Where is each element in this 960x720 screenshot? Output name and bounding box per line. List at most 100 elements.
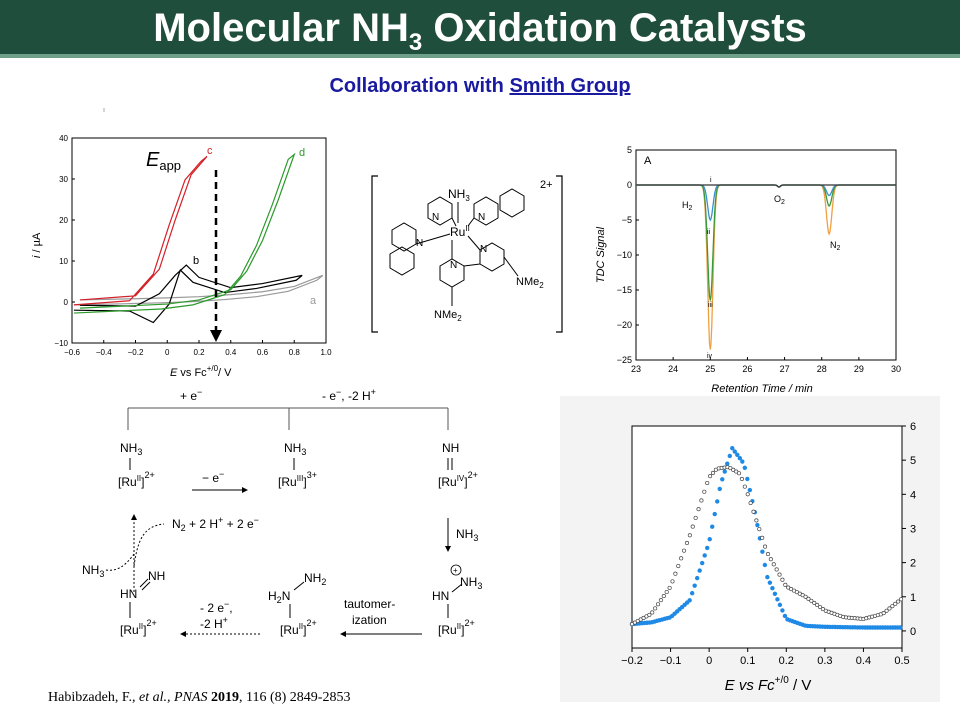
curve-label-c: c <box>207 145 213 157</box>
dpv-point-open <box>670 579 675 584</box>
dpv-point-open <box>777 572 782 577</box>
arrowhead-oxidation <box>242 487 248 493</box>
dpv-point-filled <box>717 486 722 492</box>
dpv-point-filled <box>762 562 768 568</box>
dpv-xtick-label: 0.3 <box>817 655 832 667</box>
dpv-ytick-label: 4 <box>910 489 916 501</box>
dpv-xtick-label: −0.2 <box>621 655 643 667</box>
dpv-point-open <box>690 524 695 529</box>
dpv-point-open <box>760 535 765 540</box>
dpv-point-filled <box>697 568 702 573</box>
subtitle: Collaboration with Smith Group <box>0 75 960 98</box>
gc-series-ii <box>636 184 896 222</box>
dpv-point-filled <box>755 522 760 528</box>
smith-group-link[interactable]: Smith Group <box>509 75 631 97</box>
dpv-point-open <box>893 601 898 606</box>
gc-xtick-label: 25 <box>705 364 715 374</box>
dpv-point-filled <box>737 455 743 461</box>
dpv-point-filled <box>767 580 773 585</box>
dpv-xtick-label: 0.4 <box>856 655 871 667</box>
dpv-point-open <box>768 557 773 562</box>
dpv-point-open <box>809 598 814 603</box>
arrowhead-nh3-attack <box>445 546 451 552</box>
n-atom-2: N <box>478 212 485 223</box>
gc-series-iii <box>636 184 896 301</box>
dpv-point-open <box>812 600 817 605</box>
curve-label-d: d <box>299 147 305 159</box>
diazene-complex: [RuII]2+ <box>120 618 157 637</box>
dpv-xtick-label: 0 <box>706 655 712 667</box>
hydrazine-h2n: H2N <box>268 589 290 605</box>
gc-trace-label-i: i <box>710 177 712 184</box>
dpv-point-open <box>774 567 779 572</box>
dpv-ytick-label: 5 <box>910 455 916 467</box>
dpv-point-filled <box>687 598 692 603</box>
dpv-point-open <box>751 509 756 514</box>
dpv-series <box>629 446 904 630</box>
dpv-point-open <box>817 604 823 610</box>
gc-xtick-label: 29 <box>854 364 864 374</box>
dpv-point-open <box>745 492 750 497</box>
dpv-point-open <box>881 611 886 616</box>
cv-ytick-label: 20 <box>59 216 68 225</box>
cv-axes: −0.6 −0.4 −0.2 0 0.2 0.4 0.6 0.8 1.0 −10 0 10 20 30 40 <box>54 134 332 357</box>
cv-xtick-label: 0.2 <box>193 348 205 357</box>
dpv-xtick-label: 0.5 <box>894 655 909 667</box>
gc-ylabel: TDC Signal <box>595 226 607 283</box>
curve-label-a: a <box>310 295 317 307</box>
dpv-point-open <box>887 606 892 611</box>
dpv-point-open <box>898 597 904 602</box>
dpv-point-open <box>765 552 771 557</box>
dpv-point-open <box>820 607 825 612</box>
hydrazine-nh2: NH2 <box>304 571 326 587</box>
dpv-point-open <box>696 507 701 512</box>
dpv-point-open <box>653 606 658 611</box>
scheme-connectors <box>127 407 449 430</box>
n-atom-1: N <box>432 212 439 223</box>
gc-chart: 23 24 25 26 27 28 29 30 5 0 −5 −10 −15 −20 −25 A H2 O2… <box>595 145 901 395</box>
gc-trace-label-ii: ii <box>707 229 711 236</box>
dpv-point-filled <box>770 586 775 591</box>
dpv-point-open <box>734 469 739 474</box>
ru4-nh: NH <box>442 441 459 455</box>
n-atom-4: N <box>480 244 487 255</box>
dpv-point-filled <box>710 524 715 529</box>
dpv-point-open <box>655 602 661 607</box>
dpv-point-filled <box>780 608 785 613</box>
dpv-point-open <box>884 608 889 613</box>
scheme-top-left: + e− <box>180 387 202 403</box>
gc-peak-n2: N2 <box>830 240 841 252</box>
bond-nn2 <box>139 578 149 588</box>
eapp-arrowhead <box>210 330 222 342</box>
gc-ytick-label: −25 <box>617 355 632 365</box>
cv-xtick-label: 0.8 <box>289 348 301 357</box>
dpv-point-open <box>815 602 820 608</box>
dpv-point-open <box>667 585 672 590</box>
complex-ru: RuII <box>450 224 470 239</box>
left-bracket <box>371 175 378 333</box>
nh3-reagent: NH3 <box>456 527 478 543</box>
bond-nn1 <box>141 581 151 591</box>
dpv-ytick-label: 6 <box>910 421 916 433</box>
arrow-nh3-in <box>105 553 135 571</box>
dpv-point-open <box>687 533 692 538</box>
cv-series-d <box>73 152 296 314</box>
reaction-scheme: + e− - e−, -2 H+ NH3 [RuII]2+ − e− NH3 [… <box>82 387 482 637</box>
tautomerization-label-1: tautomer- <box>344 597 395 611</box>
dpv-point-open <box>783 582 788 587</box>
charge-plus: + <box>453 566 458 575</box>
citation-rest: , 116 (8) 2849-2853 <box>238 690 351 705</box>
diazene-hn: HN <box>120 587 137 601</box>
cv-xlabel: E vs Fc+/0/ V <box>170 364 232 379</box>
dpv-point-filled <box>720 477 725 482</box>
eapp-label: Eapp <box>146 149 181 173</box>
dpv-point-open <box>650 610 655 615</box>
cv-xtick-label: 0.6 <box>257 348 269 357</box>
cv-ytick-label: 40 <box>59 134 68 143</box>
gc-ytick-label: −15 <box>617 285 632 295</box>
dpv-point-open <box>693 515 698 520</box>
bond-f <box>451 583 463 593</box>
dpv-point-filled <box>765 574 770 580</box>
dpv-point-open <box>780 577 785 582</box>
dpv-point-filled <box>898 625 903 630</box>
